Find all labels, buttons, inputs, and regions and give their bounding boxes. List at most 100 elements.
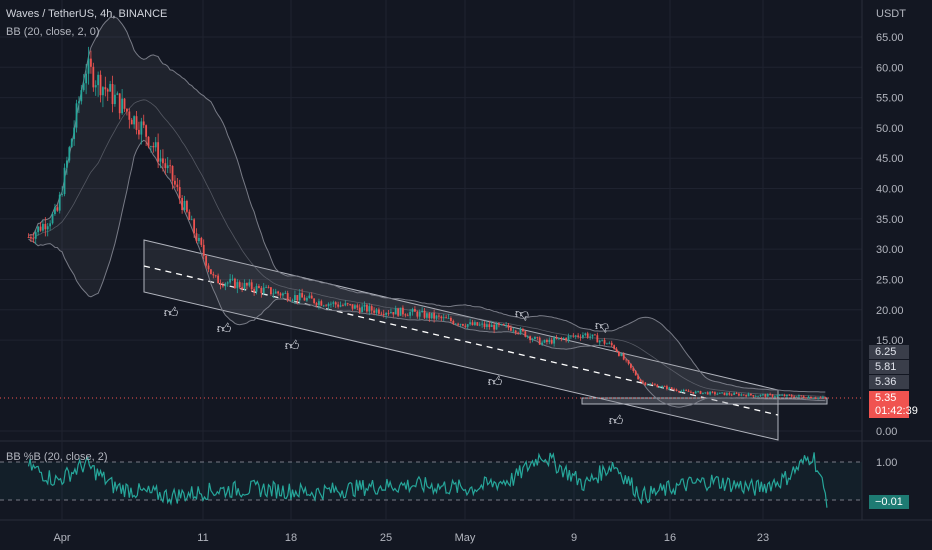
- symbol-legend: Waves / TetherUS, 4h, BINANCE: [6, 8, 168, 20]
- candle-body: [80, 90, 83, 102]
- candle-body: [236, 282, 239, 289]
- price-axis-label: 20.00: [876, 305, 904, 317]
- candle-body: [214, 275, 217, 277]
- candle-body: [747, 393, 750, 397]
- candle-body: [558, 337, 560, 339]
- candle-body: [234, 278, 236, 289]
- candle-body: [584, 333, 587, 336]
- candle-body: [75, 103, 78, 128]
- candle-body: [142, 121, 145, 126]
- candle-body: [754, 396, 757, 397]
- candle-body: [505, 324, 508, 326]
- candle-body: [663, 386, 666, 387]
- candle-body: [802, 396, 805, 398]
- candle-body: [502, 324, 505, 326]
- candle-body: [428, 313, 431, 319]
- candle-body: [303, 297, 306, 301]
- candle-body: [212, 274, 215, 276]
- candle-body: [243, 283, 246, 289]
- candle-body: [246, 283, 248, 286]
- candle-body: [150, 145, 152, 147]
- candle-body: [342, 305, 344, 307]
- candle-body: [306, 298, 308, 301]
- candlestick-series: [27, 46, 827, 400]
- candle-body: [171, 165, 174, 181]
- candle-body: [421, 310, 424, 312]
- thumbs-up-icon: 👍︎: [488, 374, 503, 390]
- candle-body: [313, 298, 316, 304]
- candle-body: [795, 396, 798, 398]
- candle-body: [411, 309, 414, 313]
- candle-body: [817, 397, 820, 399]
- price-axis-label: 15.00: [876, 335, 904, 347]
- bb-percent-b-legend: BB %B (20, close, 2): [6, 451, 108, 463]
- candle-body: [598, 340, 601, 343]
- candle-body: [94, 85, 97, 88]
- candle-body: [608, 342, 611, 344]
- candle-body: [694, 391, 697, 394]
- candle-body: [37, 226, 40, 233]
- price-axis-label: 65.00: [876, 32, 904, 44]
- bb-lower-line: [28, 139, 826, 408]
- candle-body: [553, 337, 556, 344]
- candle-body: [109, 84, 112, 92]
- candle-body: [92, 66, 95, 88]
- candle-body: [591, 334, 594, 337]
- candle-body: [538, 337, 541, 345]
- time-axis-label: May: [455, 532, 476, 544]
- candle-body: [596, 335, 599, 343]
- candle-body: [762, 394, 764, 396]
- price-axis-label: 30.00: [876, 244, 904, 256]
- candle-body: [318, 301, 320, 306]
- candle-body: [394, 308, 397, 315]
- candle-body: [740, 394, 743, 396]
- candle-body: [560, 337, 563, 339]
- candle-body: [512, 330, 515, 332]
- candle-body: [186, 200, 188, 212]
- candle-body: [690, 391, 692, 393]
- candle-body: [130, 119, 133, 125]
- candle-body: [102, 87, 104, 96]
- candle-body: [387, 312, 390, 314]
- candle-body: [738, 393, 740, 396]
- candle-body: [222, 284, 224, 287]
- candle-body: [466, 324, 469, 327]
- candle-body: [685, 390, 688, 391]
- candle-body: [366, 304, 368, 312]
- candle-body: [152, 145, 155, 148]
- candle-body: [786, 394, 788, 397]
- candle-body: [793, 396, 796, 398]
- candle-body: [282, 293, 284, 296]
- candle-body: [224, 283, 227, 287]
- candle-body: [570, 335, 572, 337]
- candle-body: [697, 391, 700, 392]
- candle-body: [118, 93, 121, 114]
- candle-body: [128, 111, 131, 120]
- candle-body: [34, 232, 37, 239]
- candle-body: [471, 322, 474, 326]
- candle-body: [51, 214, 54, 224]
- candle-body: [85, 73, 88, 84]
- candle-body: [349, 304, 352, 305]
- candle-body: [637, 375, 640, 380]
- candle-body: [517, 332, 520, 334]
- candle-body: [354, 305, 356, 309]
- candle-body: [56, 207, 59, 211]
- candle-body: [498, 323, 500, 325]
- candle-body: [462, 323, 464, 326]
- thumbs-up-icon: 👍︎: [285, 338, 300, 354]
- price-axis-ticks: 65.00 60.00 55.00 50.00 45.00 40.00 35.00 30.00…: [876, 32, 904, 469]
- candle-body: [752, 395, 755, 397]
- candle-body: [531, 339, 534, 341]
- candle-body: [622, 353, 625, 360]
- candle-body: [824, 397, 827, 398]
- candle-body: [490, 324, 493, 328]
- price-axis-label: 0.00: [876, 426, 897, 438]
- candle-body: [649, 383, 652, 385]
- candle-body: [810, 396, 812, 399]
- price-axis-label: 25.00: [876, 274, 904, 286]
- candle-body: [579, 336, 582, 338]
- candle-body: [217, 275, 220, 284]
- candle-body: [370, 306, 373, 311]
- candle-body: [166, 165, 169, 169]
